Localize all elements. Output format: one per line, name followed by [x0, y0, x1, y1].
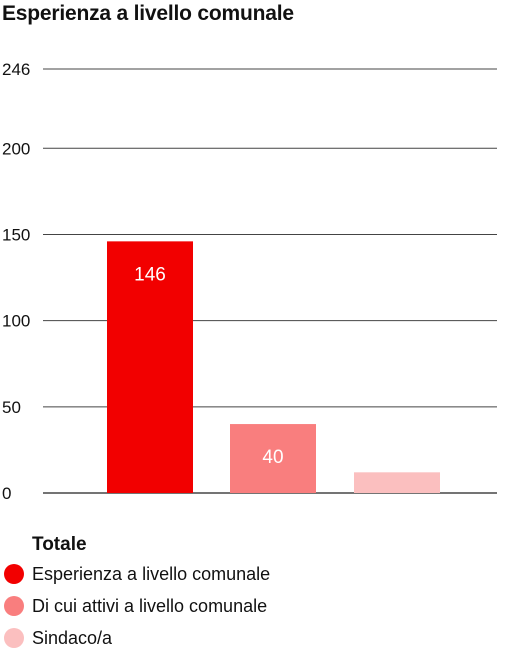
legend-title: Totale — [32, 534, 87, 555]
y-tick-label: 200 — [2, 139, 30, 158]
legend-label-sindaco: Sindaco/a — [32, 628, 113, 648]
legend-swatch-esperienza — [4, 564, 24, 584]
y-tick-label: 150 — [2, 225, 30, 244]
bar — [230, 424, 316, 493]
y-tick-label: 50 — [2, 398, 21, 417]
bar — [107, 241, 193, 493]
legend-label-esperienza: Esperienza a livello comunale — [32, 564, 271, 584]
legend-item-sindaco: Sindaco/a — [4, 622, 270, 654]
legend-item-attivi: Di cui attivi a livello comunale — [4, 590, 270, 622]
bar-value-label: 146 — [134, 264, 166, 285]
chart-title: Esperienza a livello comunale — [2, 2, 294, 25]
bar-value-label: 40 — [262, 447, 283, 468]
legend-swatch-sindaco — [4, 628, 24, 648]
y-tick-label: 100 — [2, 312, 30, 331]
legend-item-esperienza: Esperienza a livello comunale — [4, 558, 270, 590]
legend-swatch-attivi — [4, 596, 24, 616]
legend: Totale Esperienza a livello comunale Di … — [4, 532, 270, 654]
y-tick-label: 246 — [2, 60, 30, 79]
bar — [354, 472, 440, 493]
bar-chart: 0 50 100 150 200 246 146 40 12 — [2, 60, 497, 505]
bar-value-label: 12 — [386, 495, 407, 505]
legend-label-attivi: Di cui attivi a livello comunale — [32, 596, 268, 616]
y-tick-label: 0 — [2, 484, 11, 503]
